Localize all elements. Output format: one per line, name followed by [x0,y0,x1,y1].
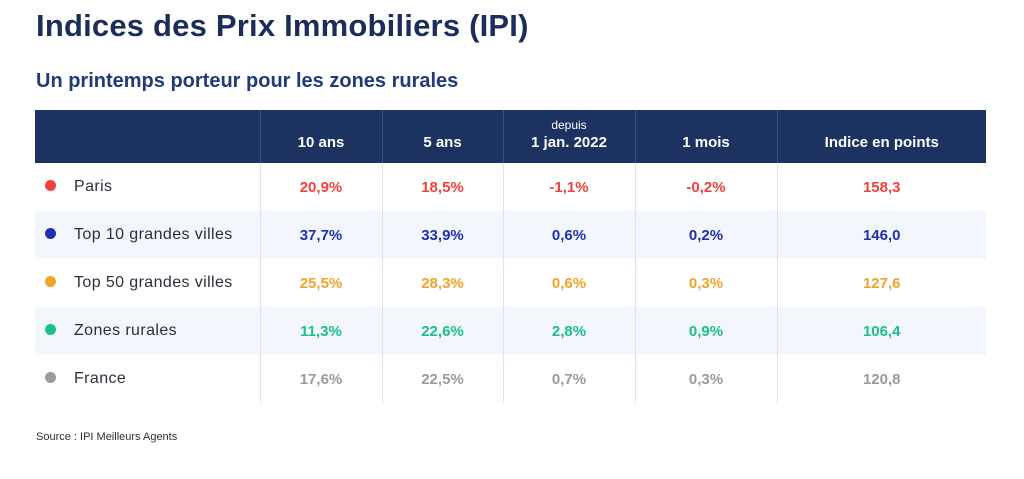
table-row: Top 10 grandes villes 37,7% 33,9% 0,6% 0,2% 1… [35,211,986,259]
legend-dot-icon [45,276,56,288]
legend-dot-icon [45,372,56,384]
value-cell: 106,4 [776,307,986,355]
legend-dot-icon [45,180,56,192]
legend-dot-icon [45,228,56,240]
value-cell: 146,0 [776,211,986,259]
value-cell: -0,2% [634,163,777,211]
column-header: 10 ans [259,110,382,163]
value-cell: 11,3% [259,307,382,355]
page-title: Indices des Prix Immobiliers (IPI) [36,8,529,43]
table-body: Paris 20,9% 18,5% -1,1% -0,2% 158,3 Top 10 gra… [35,163,986,403]
value-cell: 37,7% [259,211,382,259]
value-cell: 18,5% [381,163,503,211]
value-cell: 25,5% [259,259,382,307]
ipi-table-container: 10 ans 5 ans depuis 1 jan. 2022 1 mois I… [35,110,986,403]
value-cell: 0,6% [502,211,635,259]
value-cell: 28,3% [381,259,503,307]
legend-dot-icon [45,324,56,336]
table-row: Top 50 grandes villes 25,5% 28,3% 0,6% 0,3% 1… [35,259,986,307]
row-label-cell: Paris [35,163,260,211]
header-empty-cell [35,110,260,163]
column-header: 5 ans [381,110,503,163]
value-cell: 33,9% [381,211,503,259]
value-cell: 0,2% [634,211,777,259]
source-note: Source : IPI Meilleurs Agents [36,431,178,443]
column-header-label: 1 jan. 2022 [531,134,607,151]
value-cell: -1,1% [502,163,635,211]
row-label-cell: Top 10 grandes villes [35,211,260,259]
row-label: Top 10 grandes villes [74,225,233,243]
value-cell: 0,6% [502,259,635,307]
value-cell: 158,3 [776,163,986,211]
value-cell: 17,6% [259,355,382,403]
value-cell: 20,9% [259,163,382,211]
value-cell: 0,3% [634,259,777,307]
column-header: depuis 1 jan. 2022 [502,110,635,163]
value-cell: 0,3% [634,355,777,403]
page-subtitle: Un printemps porteur pour les zones rura… [36,70,459,92]
column-header-label: 5 ans [423,134,462,151]
value-cell: 120,8 [776,355,986,403]
row-label: Zones rurales [74,321,178,339]
value-cell: 22,5% [381,355,503,403]
column-header-label: 1 mois [682,134,730,151]
value-cell: 2,8% [502,307,635,355]
row-label-cell: France [35,355,260,403]
row-label-cell: Zones rurales [35,307,260,355]
row-label: Paris [74,177,113,195]
row-label: France [74,369,127,387]
table-row: France 17,6% 22,5% 0,7% 0,3% 120,8 [35,355,986,403]
row-label: Top 50 grandes villes [74,273,233,291]
column-header: Indice en points [776,110,986,163]
value-cell: 22,6% [381,307,503,355]
row-label-cell: Top 50 grandes villes [35,259,260,307]
value-cell: 127,6 [776,259,986,307]
table-row: Zones rurales 11,3% 22,6% 2,8% 0,9% 106,4 [35,307,986,355]
header-row: 10 ans 5 ans depuis 1 jan. 2022 1 mois I… [35,110,986,163]
ipi-table: 10 ans 5 ans depuis 1 jan. 2022 1 mois I… [35,110,986,403]
value-cell: 0,7% [502,355,635,403]
column-header-sublabel: depuis [551,118,587,132]
column-header-label: Indice en points [824,134,939,151]
value-cell: 0,9% [634,307,777,355]
table-row: Paris 20,9% 18,5% -1,1% -0,2% 158,3 [35,163,986,211]
column-header: 1 mois [634,110,777,163]
column-header-label: 10 ans [297,134,345,151]
